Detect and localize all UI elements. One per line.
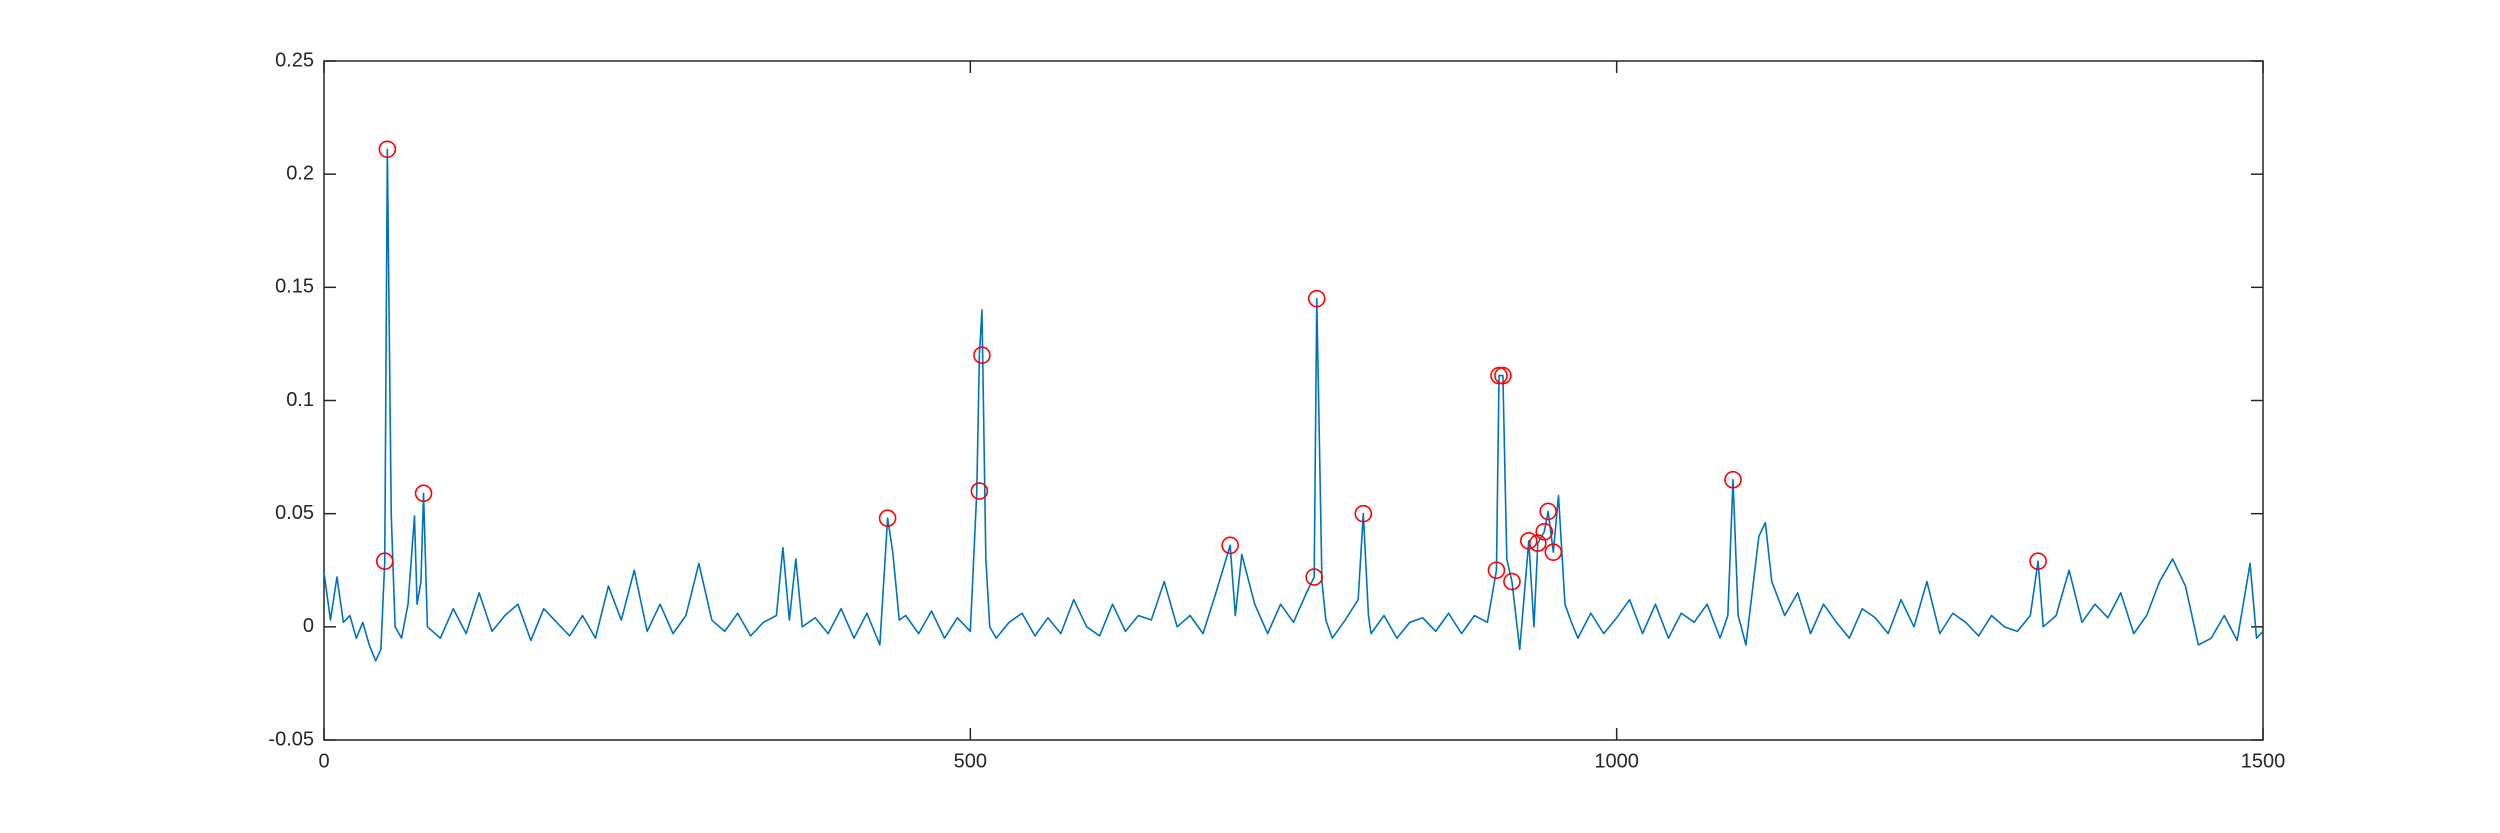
- x-tick-label: 0: [318, 750, 329, 772]
- peak-marker: [1307, 289, 1326, 308]
- peak-marker: [375, 552, 394, 570]
- y-tick-label: 0.2: [286, 162, 314, 184]
- peak-marker: [970, 482, 989, 500]
- peak-marker: [1494, 366, 1512, 385]
- y-tick-label: 0: [303, 615, 314, 637]
- y-tick-label: -0.05: [268, 728, 314, 750]
- peak-marker: [1305, 568, 1323, 586]
- peak-marker: [1535, 522, 1554, 541]
- peak-marker: [414, 484, 433, 503]
- peak-marker: [1724, 470, 1742, 489]
- peak-marker: [1354, 504, 1373, 523]
- y-tick-label: 0.25: [275, 49, 314, 71]
- x-tick-label: 1000: [1594, 750, 1639, 772]
- y-tick-label: 0.05: [275, 502, 314, 524]
- peak-marker: [1490, 366, 1508, 385]
- peak-marker: [1221, 536, 1239, 555]
- peak-marker: [1544, 543, 1563, 561]
- data-line: [323, 148, 2264, 662]
- x-tick-label: 1500: [2241, 750, 2286, 772]
- y-tick-label: 0.15: [275, 276, 314, 298]
- peak-marker: [1487, 561, 1506, 580]
- peak-marker: [378, 140, 397, 159]
- y-tick-label: 0.1: [286, 389, 314, 411]
- peak-marker: [1519, 532, 1538, 550]
- peak-marker: [1503, 572, 1521, 591]
- peak-marker: [1539, 502, 1557, 521]
- x-tick-label: 500: [954, 750, 987, 772]
- peak-marker: [878, 509, 897, 527]
- plot-box: [323, 60, 2264, 741]
- peak-marker: [2029, 552, 2047, 570]
- peak-marker: [973, 346, 991, 365]
